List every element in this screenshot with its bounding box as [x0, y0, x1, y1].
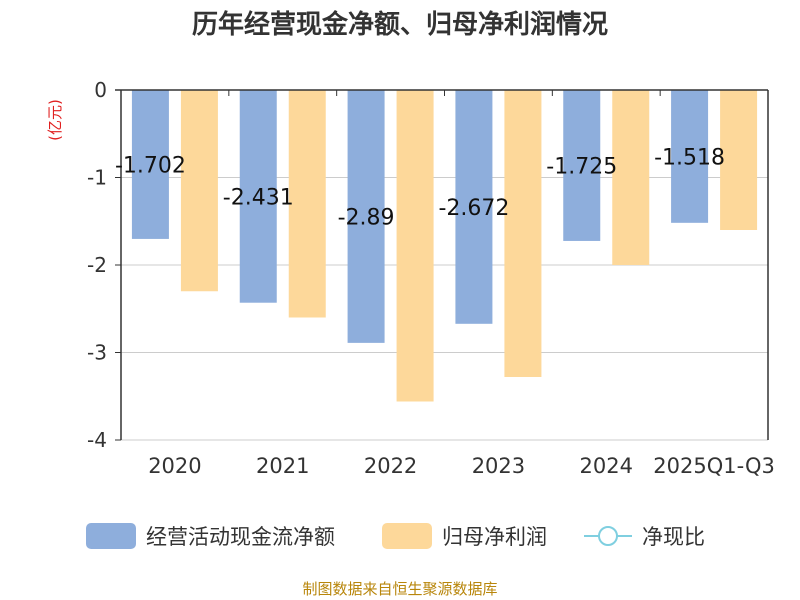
y-tick-label-1: -1: [87, 166, 107, 190]
legend-label-netprofit[interactable]: 归母净利润: [442, 525, 547, 549]
x-tick-label-2020: 2020: [148, 454, 201, 478]
legend-label-cashflow[interactable]: 经营活动现金流净额: [146, 525, 335, 549]
bar-cashflow-2022: [347, 90, 385, 343]
legend-marker-ratio[interactable]: [598, 526, 618, 546]
data-label-cashflow-2021: -2.431: [223, 185, 294, 210]
bar-netprofit-2022: [396, 90, 434, 402]
bar-netprofit-2020: [180, 90, 218, 292]
grid-lines: [121, 177, 768, 441]
data-label-cashflow-2020: -1.702: [115, 153, 186, 178]
chart-title: 历年经营现金净额、归母净利润情况: [191, 10, 608, 40]
bar-cashflow-2024: [563, 90, 601, 241]
bar-netprofit-2021: [288, 90, 326, 318]
data-label-cashflow-2023: -2.672: [438, 196, 509, 221]
x-tick-label-2025Q1-Q3: 2025Q1-Q3: [653, 454, 775, 478]
bar-netprofit-2025Q1-Q3: [720, 90, 758, 230]
x-tick-label-2021: 2021: [256, 454, 309, 478]
data-label-cashflow-2022: -2.89: [338, 205, 395, 230]
data-label-cashflow-2025Q1-Q3: -1.518: [654, 145, 725, 170]
bar-cashflow-2023: [455, 90, 493, 324]
source-note: 制图数据来自恒生聚源数据库: [302, 580, 498, 598]
x-tick-label-2023: 2023: [472, 454, 525, 478]
y-tick-label-3: -3: [87, 341, 107, 365]
data-labels: -1.702 -2.431 -2.89 -2.672 -1.725 -1.518: [115, 145, 725, 230]
x-tick-label-2022: 2022: [364, 454, 417, 478]
legend: 经营活动现金流净额 归母净利润 净现比: [86, 523, 705, 549]
legend-swatch-netprofit[interactable]: [382, 523, 432, 549]
y-tick-label-2: -2: [87, 253, 107, 277]
data-label-cashflow-2024: -1.725: [546, 154, 617, 179]
legend-swatch-cashflow[interactable]: [86, 523, 136, 549]
bar-netprofit-2023: [504, 90, 542, 377]
y-axis-label: (亿元): [46, 99, 64, 141]
bar-cashflow-2021: [239, 90, 277, 303]
x-tick-label-2024: 2024: [580, 454, 633, 478]
bar-cashflow-2025Q1-Q3: [671, 90, 709, 223]
bar-netprofit-2024: [612, 90, 650, 265]
y-tick-label-4: -4: [87, 428, 107, 452]
bar-cashflow-2020: [131, 90, 169, 239]
bars: [131, 90, 758, 402]
y-tick-label-0: 0: [94, 78, 107, 102]
axes: 0 -1 -2 -3 -4 (亿元) 2020 2021 2022 2023 2024 2025Q1-…: [46, 78, 775, 478]
legend-label-ratio[interactable]: 净现比: [642, 525, 705, 549]
